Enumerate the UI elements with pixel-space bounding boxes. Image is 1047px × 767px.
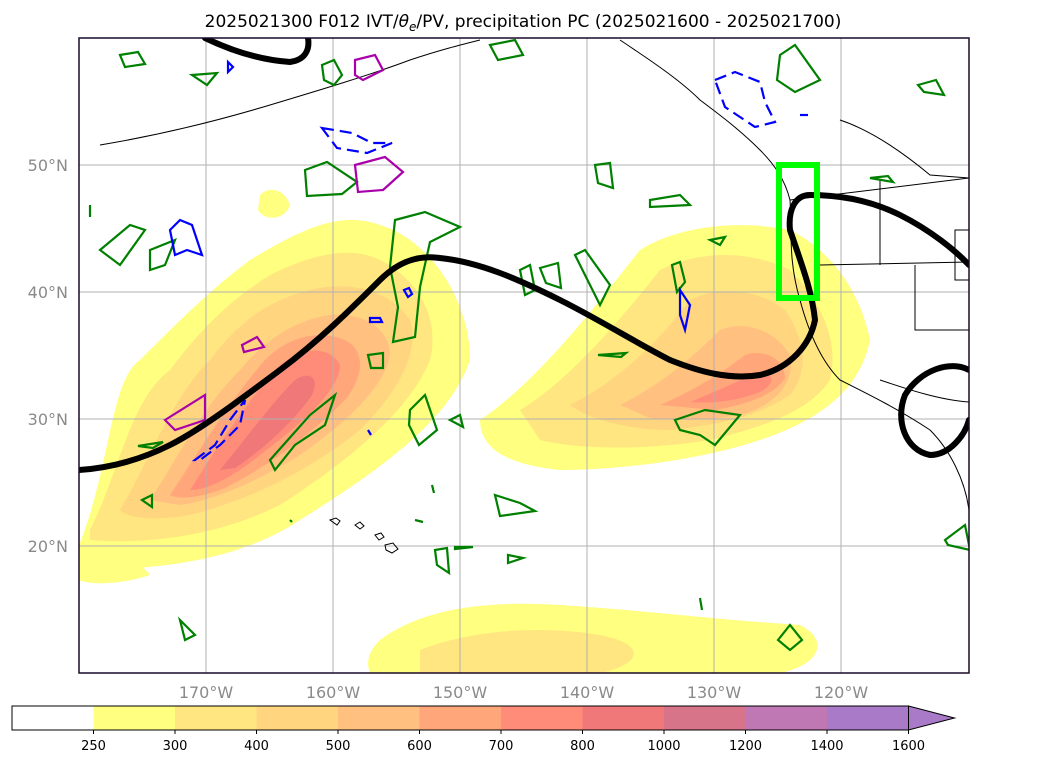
lat-tick-label: 20°N: [28, 537, 68, 556]
lon-tick-label: 160°W: [306, 683, 361, 702]
colorbar-tick-label: 500: [326, 739, 351, 754]
colorbar: 250 300 400 500 600 700 800 1000 1200 1400 1600: [11, 705, 957, 754]
colorbar-segment: [582, 706, 665, 730]
colorbar-segment: [175, 706, 257, 730]
black-contour: [79, 38, 969, 473]
colorbar-segment: [745, 706, 828, 730]
colorbar-tick-label: 400: [244, 739, 269, 754]
colorbar-tick-label: 1400: [810, 739, 843, 754]
lon-tick-label: 120°W: [814, 683, 869, 702]
magenta-contours: [163, 53, 405, 432]
map-frame: [78, 37, 970, 674]
colorbar-segment: [256, 706, 339, 730]
lon-tick-label: 150°W: [433, 683, 488, 702]
map-area: [79, 38, 969, 673]
colorbar-tick-label: 600: [407, 739, 432, 754]
lon-axis: 170°W 160°W 150°W 140°W 130°W 120°W: [179, 683, 869, 702]
colorbar-segment: [664, 706, 746, 730]
blue-contours: [168, 59, 808, 462]
colorbar-segment: [338, 706, 420, 730]
colorbar-segment: [12, 706, 94, 730]
lat-axis: 50°N 40°N 30°N 20°N: [28, 156, 68, 556]
colorbar-tick-label: 250: [81, 739, 106, 754]
lat-tick-label: 30°N: [28, 410, 68, 429]
lon-tick-label: 170°W: [179, 683, 234, 702]
colorbar-segment: [93, 706, 176, 730]
colorbar-tick-label: 300: [163, 739, 188, 754]
lon-tick-label: 140°W: [560, 683, 615, 702]
colorbar-tick-label: 1000: [647, 739, 680, 754]
colorbar-tick-label: 700: [489, 739, 514, 754]
highlight-box: [776, 162, 820, 301]
colorbar-tick-label: 800: [570, 739, 595, 754]
green-contours: [88, 38, 969, 652]
colorbar-segment: [827, 706, 909, 730]
colorbar-extend-arrow: [908, 705, 957, 731]
plot-title: 2025021300 F012 IVT/θe/PV, precipitation…: [205, 12, 842, 34]
colorbar-tick-label: 1600: [892, 739, 925, 754]
lon-tick-label: 130°W: [687, 683, 742, 702]
ivt-shading: [79, 189, 870, 673]
colorbar-segment: [501, 706, 583, 730]
lat-tick-label: 50°N: [28, 156, 68, 175]
colorbar-segment: [419, 706, 502, 730]
lat-tick-label: 40°N: [28, 283, 68, 302]
colorbar-tick-label: 1200: [729, 739, 762, 754]
colorbar-frame: [11, 705, 909, 731]
